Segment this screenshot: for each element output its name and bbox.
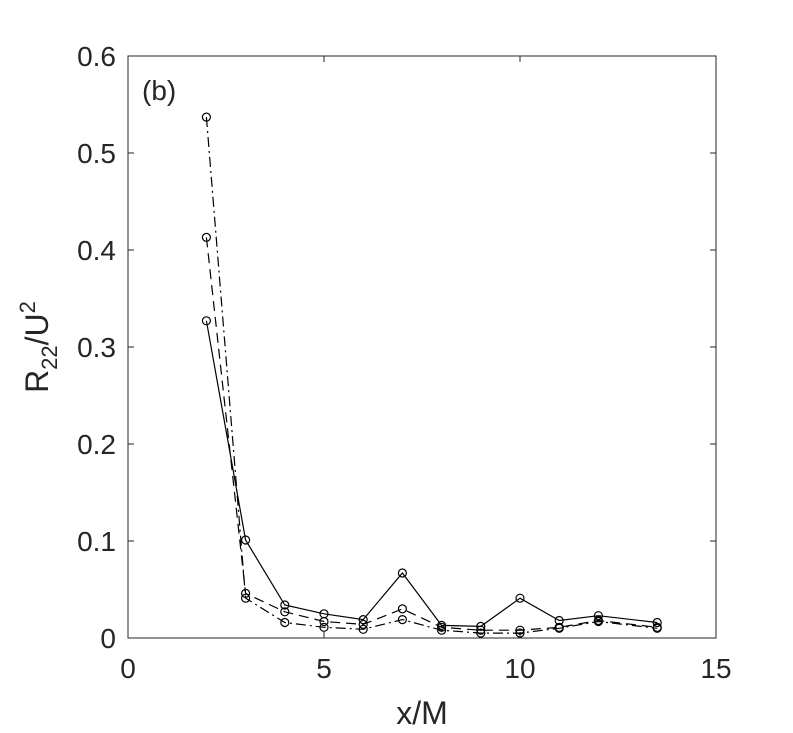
series-solid-point bbox=[241, 535, 251, 545]
series-dashdot-point bbox=[241, 593, 251, 603]
y-tick-label: 0.6 bbox=[77, 41, 116, 72]
x-tick-label: 10 bbox=[504, 653, 535, 684]
series-dashed-point bbox=[201, 232, 211, 242]
y-tick-label: 0.5 bbox=[77, 138, 116, 169]
series-dashed-point bbox=[437, 622, 447, 632]
tick-labels: 0 5 10 15 0 0.1 0.2 0.3 0.4 0.5 0.6 bbox=[77, 41, 732, 684]
series-dashdot-point bbox=[201, 112, 211, 122]
x-tick-label: 0 bbox=[120, 653, 136, 684]
series-dashed-point bbox=[358, 619, 368, 630]
axis-ticks bbox=[127, 55, 717, 639]
series-dashdot-point bbox=[280, 617, 290, 628]
series-solid-point bbox=[652, 617, 662, 628]
y-tick-label: 0.3 bbox=[77, 332, 116, 363]
series-solid-point bbox=[280, 600, 290, 610]
series-dashdot-point bbox=[397, 614, 407, 625]
series-solid-line bbox=[205, 320, 658, 628]
series-dashed-point bbox=[476, 625, 486, 635]
series-solid-point bbox=[515, 593, 525, 603]
series-dashed-point bbox=[319, 616, 329, 627]
y-axis-label-sub: 22 bbox=[37, 345, 62, 369]
y-tick-label: 0.1 bbox=[77, 526, 116, 557]
y-tick-label: 0.4 bbox=[77, 235, 116, 266]
plot-area bbox=[127, 55, 717, 639]
series-dashed-point bbox=[515, 625, 525, 635]
series-solid-point bbox=[358, 614, 368, 625]
series-dashdot-point bbox=[476, 628, 486, 638]
series-dashdot-point bbox=[554, 623, 564, 633]
series-dashdot-line bbox=[205, 117, 658, 634]
series-solid-point bbox=[397, 568, 407, 578]
series-dashdot-point bbox=[593, 616, 604, 627]
y-axis-label: R22/U2 bbox=[15, 301, 62, 393]
series-dashdot-point bbox=[515, 628, 525, 638]
y-axis-label-base: R bbox=[19, 370, 55, 393]
x-axis-label: x/M bbox=[396, 695, 448, 731]
y-axis-label-sup: 2 bbox=[15, 301, 40, 313]
x-tick-label: 5 bbox=[316, 653, 332, 684]
series-solid-point bbox=[476, 621, 486, 632]
series-dashed-point bbox=[280, 607, 290, 617]
y-tick-label: 0 bbox=[100, 623, 116, 654]
series-dashdot-point bbox=[358, 624, 368, 634]
y-axis-label-mid: /U bbox=[19, 313, 55, 345]
panel-label: (b) bbox=[142, 75, 176, 106]
series-dashdot-point bbox=[319, 622, 329, 632]
series-solid-point bbox=[593, 611, 604, 621]
y-tick-label: 0.2 bbox=[77, 429, 116, 460]
series-dashed-line bbox=[205, 237, 658, 631]
series-layer bbox=[201, 112, 662, 638]
series-dashdot-point bbox=[437, 625, 447, 635]
series-dashed-point bbox=[397, 604, 407, 614]
x-tick-label: 15 bbox=[700, 653, 731, 684]
series-dashdot-point bbox=[652, 623, 662, 633]
series-solid-point bbox=[201, 316, 211, 326]
